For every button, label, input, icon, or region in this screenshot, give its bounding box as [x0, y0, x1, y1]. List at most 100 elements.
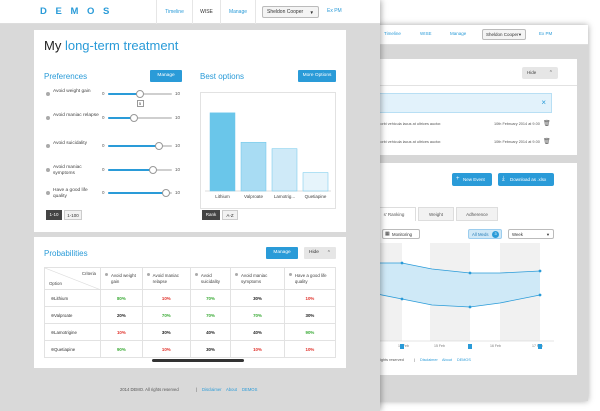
download-label: Download as .xlsx — [510, 177, 547, 182]
slider-fill — [108, 192, 166, 194]
bar[interactable] — [240, 141, 267, 192]
bar-category-label: Lamotrig... — [274, 194, 295, 199]
back-tab-manage[interactable]: Manage — [450, 31, 467, 36]
probability-cell: 20% — [100, 306, 143, 324]
probability-cell: 70% — [230, 306, 285, 324]
download-button[interactable]: ⤓ Download as .xlsx — [498, 173, 554, 186]
slider-knob[interactable] — [129, 114, 138, 122]
probability-cell: 70% — [189, 306, 232, 324]
chevron-down-icon: ▼ — [518, 32, 522, 37]
new-event-button[interactable]: + New Event — [452, 173, 492, 186]
preferences-manage-button[interactable]: Manage — [150, 70, 182, 82]
back-demos-link[interactable]: DEMOS — [457, 358, 471, 362]
bar[interactable] — [302, 172, 329, 192]
slider-fill — [108, 145, 160, 147]
back-logout-link[interactable]: Ex PM — [539, 31, 553, 36]
option-label: Quetiapine — [54, 346, 76, 352]
close-icon[interactable]: × — [541, 98, 546, 107]
sort-rank-toggle[interactable]: Rank — [202, 210, 220, 220]
back-tab-wise[interactable]: WISE — [420, 31, 432, 36]
slider-knob[interactable] — [155, 142, 164, 150]
bar[interactable] — [209, 112, 236, 192]
slider-min: 0 — [102, 115, 105, 120]
tab-timeline[interactable]: Timeline — [156, 0, 192, 24]
foreground-window: D E M O S Timeline WISE Manage Sheldon C… — [0, 0, 380, 411]
scale-10-toggle[interactable]: 1-10 — [46, 210, 62, 220]
tab-wise[interactable]: WISE — [192, 0, 220, 24]
bullet-icon — [51, 331, 54, 334]
preference-slider[interactable] — [108, 189, 172, 197]
about-link[interactable]: About — [226, 387, 237, 392]
bar[interactable] — [271, 148, 298, 192]
demos-link[interactable]: DEMOS — [242, 387, 258, 392]
download-icon: ⤓ — [502, 176, 505, 182]
bar-category-label: Valproate — [244, 194, 263, 199]
calendar-icon: ▦ — [385, 231, 390, 237]
back-hide-button[interactable]: Hide ⌃ — [522, 67, 558, 79]
tab-weight[interactable]: Weight — [418, 207, 454, 221]
back-tab-timeline[interactable]: Timeline — [384, 31, 401, 36]
disclaimer-link[interactable]: Disclaimer — [202, 387, 222, 392]
page-title: My long-term treatment — [44, 38, 178, 53]
preference-label: Avoid maniac symptoms — [53, 165, 82, 176]
back-monitoring-card: + New Event ⤓ Download as .xlsx s' Ranki… — [372, 163, 577, 375]
week-select[interactable]: Week ▼ — [508, 229, 554, 239]
list-item: r. Morbi vehicula lacus at ultrices auct… — [372, 117, 562, 131]
all-meds-label: All Meds — [472, 232, 489, 237]
slider-min: 0 — [102, 143, 105, 148]
best-options-title: Best options — [200, 72, 245, 81]
diagonal-divider — [45, 268, 101, 290]
slider-knob[interactable] — [161, 189, 170, 197]
back-user-select[interactable]: Sheldon Cooper ▼ — [482, 29, 526, 40]
all-meds-filter[interactable]: All Meds 3 — [468, 229, 502, 239]
preference-label: Avoid maniac relapse — [53, 113, 99, 118]
plus-icon: + — [456, 176, 460, 182]
preference-slider[interactable] — [108, 166, 172, 174]
bar-category-label: Quetiapine — [305, 194, 327, 199]
preference-slider[interactable] — [108, 142, 172, 150]
probabilities-hide-button[interactable]: Hide ⌃ — [304, 247, 336, 259]
back-navbar: Timeline WISE Manage Sheldon Cooper ▼ Ex… — [372, 25, 588, 45]
preference-row: Avoid weight gain 0 5 10 — [44, 88, 182, 107]
back-user-name: Sheldon Cooper — [486, 32, 519, 37]
preference-slider[interactable] — [108, 114, 172, 122]
preference-row: Avoid maniac symptoms 0 10 — [44, 164, 182, 182]
back-hide-label: Hide — [527, 70, 537, 75]
tab-manage[interactable]: Manage — [220, 0, 256, 24]
probability-cell: 70% — [189, 289, 232, 307]
bullet-icon — [46, 92, 50, 96]
sort-az-toggle[interactable]: A-Z — [222, 210, 238, 220]
preference-slider[interactable]: 5 — [108, 90, 172, 107]
logout-link[interactable]: Ex PM — [327, 8, 342, 14]
table-header-row: Criteria Option Avoid weight gain Avoid … — [44, 267, 337, 290]
bullet-icon — [105, 273, 108, 276]
scale-100-toggle[interactable]: 1-100 — [64, 210, 82, 220]
footer-separator: | — [414, 358, 415, 362]
probability-cell: 10% — [141, 289, 191, 307]
feed-text: r. Morbi vehicula lacus at ultrices auct… — [374, 122, 442, 126]
title-highlight: long-term treatment — [64, 38, 179, 53]
option-label: Lamotrigine — [54, 329, 77, 335]
date-tick: 17 Feb — [532, 344, 543, 348]
table-scrollbar[interactable] — [152, 359, 244, 362]
slider-knob[interactable] — [148, 166, 157, 174]
back-disclaimer-link[interactable]: Disclaimer — [420, 358, 438, 362]
bullet-icon — [46, 116, 50, 120]
trash-icon[interactable]: 🗑 — [543, 121, 551, 127]
best-options-chart: Lithium Valproate Lamotrig... Quetiapine — [205, 112, 331, 199]
monitoring-button[interactable]: ▦ Monitoring — [382, 229, 420, 239]
user-select[interactable]: Sheldon Cooper ▼ — [262, 6, 319, 18]
feed-date: 10th February 2014 at 9.00 — [494, 122, 540, 126]
table-row: Valproate 20% 70% 70% 70% 30% — [44, 306, 337, 324]
probabilities-body: Lithium 80% 10% 70% 30% 10% Valproate 20% 70% 70%… — [44, 289, 337, 358]
divider — [372, 85, 577, 86]
more-options-button[interactable]: More Options — [298, 70, 336, 82]
slider-knob[interactable] — [136, 90, 144, 98]
probabilities-manage-button[interactable]: Manage — [266, 247, 298, 259]
probability-cell: 30% — [141, 323, 191, 341]
probability-cell: 10% — [100, 323, 143, 341]
back-about-link[interactable]: About — [442, 358, 452, 362]
trash-icon[interactable]: 🗑 — [543, 139, 551, 145]
logo[interactable]: D E M O S — [40, 6, 113, 17]
tab-adherence[interactable]: Adherence — [456, 207, 498, 221]
